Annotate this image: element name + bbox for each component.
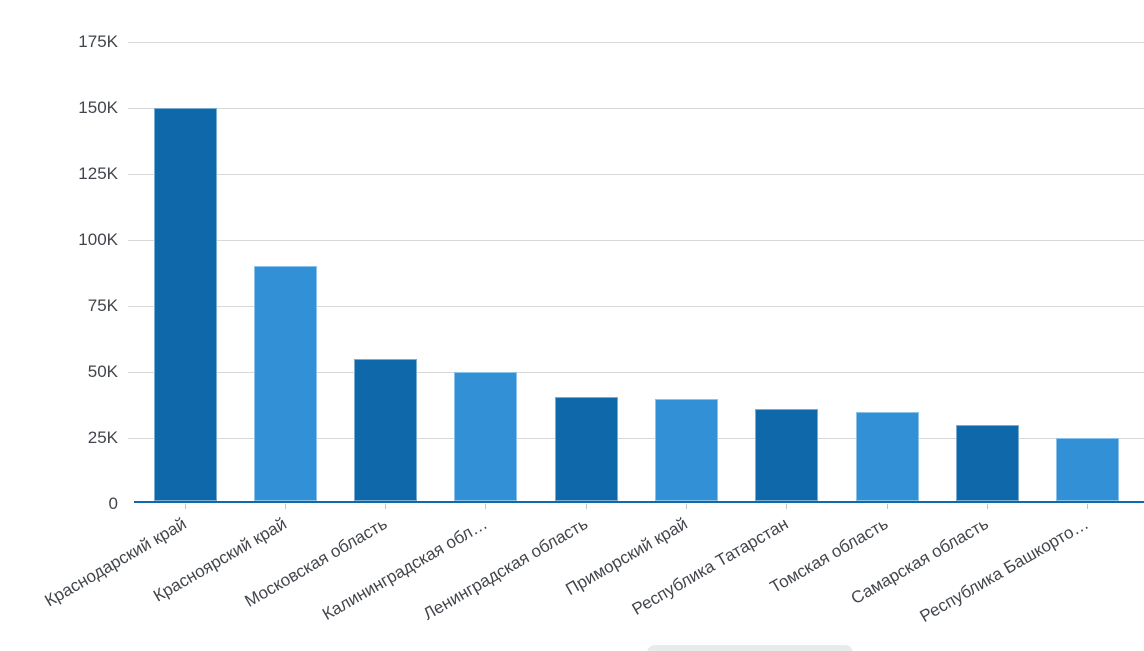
x-axis-tick — [686, 504, 687, 509]
x-axis-tick — [886, 504, 888, 509]
x-axis-tick — [184, 504, 186, 509]
bar-2[interactable] — [253, 266, 317, 501]
x-axis-tick — [284, 504, 286, 509]
bar-3[interactable] — [354, 358, 418, 501]
x-axis-tick — [986, 504, 988, 509]
x-axis-tick-label: Ленинградская область — [419, 514, 591, 624]
x-axis-line — [134, 501, 1144, 503]
x-axis-tick-label: Республика Башкорто… — [917, 514, 1093, 627]
y-axis-tick-label: 100K — [78, 230, 118, 249]
y-axis-tick-label: 175K — [78, 32, 118, 51]
bar-1[interactable] — [153, 108, 217, 501]
y-axis-tick-label: 50K — [87, 362, 118, 381]
gridline — [128, 174, 1144, 175]
y-axis-tick-label: 150K — [78, 98, 118, 117]
x-axis-tick-label: Калининградская обл… — [318, 514, 491, 625]
y-axis-tick-label: 25K — [87, 428, 118, 447]
bar-10[interactable] — [1056, 438, 1120, 501]
gridline — [128, 240, 1144, 241]
gridline — [128, 42, 1144, 43]
y-axis-tick-label: 125K — [78, 164, 118, 183]
x-axis-tick — [786, 504, 788, 509]
x-axis-tick — [1087, 504, 1089, 509]
gridline — [128, 372, 1144, 373]
bar-9[interactable] — [955, 424, 1019, 501]
y-axis-tick-label: 75K — [87, 296, 118, 315]
gridline — [128, 108, 1144, 109]
bar-8[interactable] — [855, 411, 919, 501]
x-axis-tick — [585, 504, 587, 509]
x-axis-tick — [385, 504, 387, 509]
bar-7[interactable] — [755, 408, 819, 501]
bar-4[interactable] — [454, 372, 518, 501]
y-axis-tick-label: 0 — [108, 494, 118, 513]
bottom-scroll-pill[interactable] — [647, 645, 853, 651]
x-axis-tick — [485, 504, 487, 509]
gridline — [128, 306, 1144, 307]
gridline — [128, 438, 1144, 439]
bar-5[interactable] — [554, 397, 618, 501]
bar-6[interactable] — [655, 398, 718, 501]
